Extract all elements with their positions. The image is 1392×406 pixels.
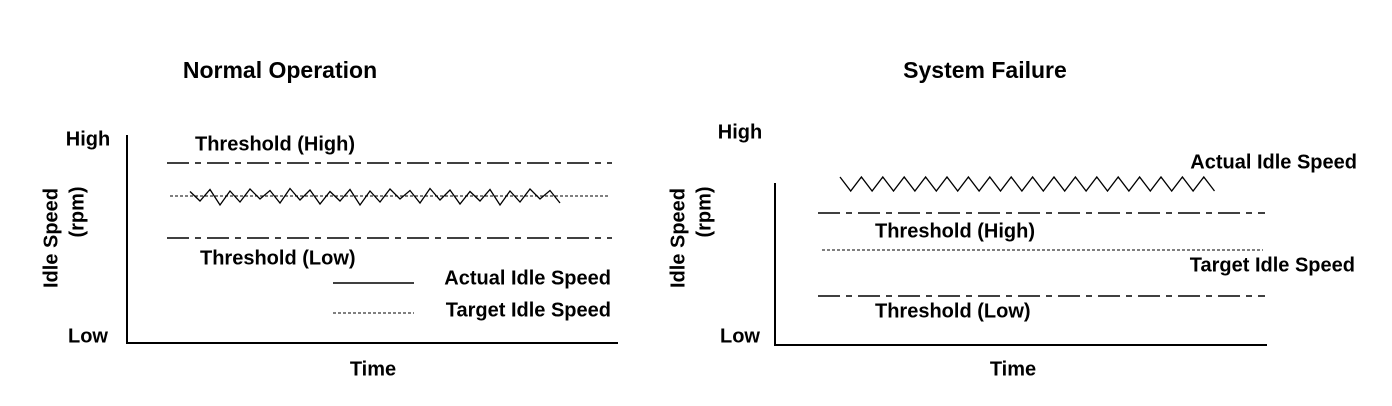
y-low: Low xyxy=(720,325,760,347)
panel-failure: System Failure High Low Idle Speed (rpm)… xyxy=(667,57,1357,380)
axes xyxy=(126,135,618,344)
panel-title: System Failure xyxy=(903,57,1067,83)
legend-label: Actual Idle Speed xyxy=(444,267,611,289)
y-high: High xyxy=(66,128,110,150)
y-high: High xyxy=(718,121,762,143)
threshold-high-label: Threshold (High) xyxy=(195,133,355,155)
x-label: Time xyxy=(350,358,396,380)
actual-line xyxy=(839,175,1216,193)
panel-title: Normal Operation xyxy=(183,57,377,83)
y-label: Idle Speed xyxy=(667,188,689,288)
actual-line xyxy=(189,187,561,207)
y-low: Low xyxy=(68,325,108,347)
axes xyxy=(774,183,1267,346)
target-label: Target Idle Speed xyxy=(1190,254,1355,276)
x-label: Time xyxy=(990,358,1036,380)
threshold-high-label: Threshold (High) xyxy=(875,220,1035,242)
panel-normal: Normal Operation High Low Idle Speed (rp… xyxy=(40,57,618,380)
legend-label: Target Idle Speed xyxy=(446,299,611,321)
threshold-low-label: Threshold (Low) xyxy=(875,300,1031,322)
threshold-low-label: Threshold (Low) xyxy=(200,247,356,269)
actual-label: Actual Idle Speed xyxy=(1190,151,1357,173)
y-label: (rpm) xyxy=(693,186,715,237)
y-label: (rpm) xyxy=(66,186,88,237)
y-label: Idle Speed xyxy=(40,188,62,288)
